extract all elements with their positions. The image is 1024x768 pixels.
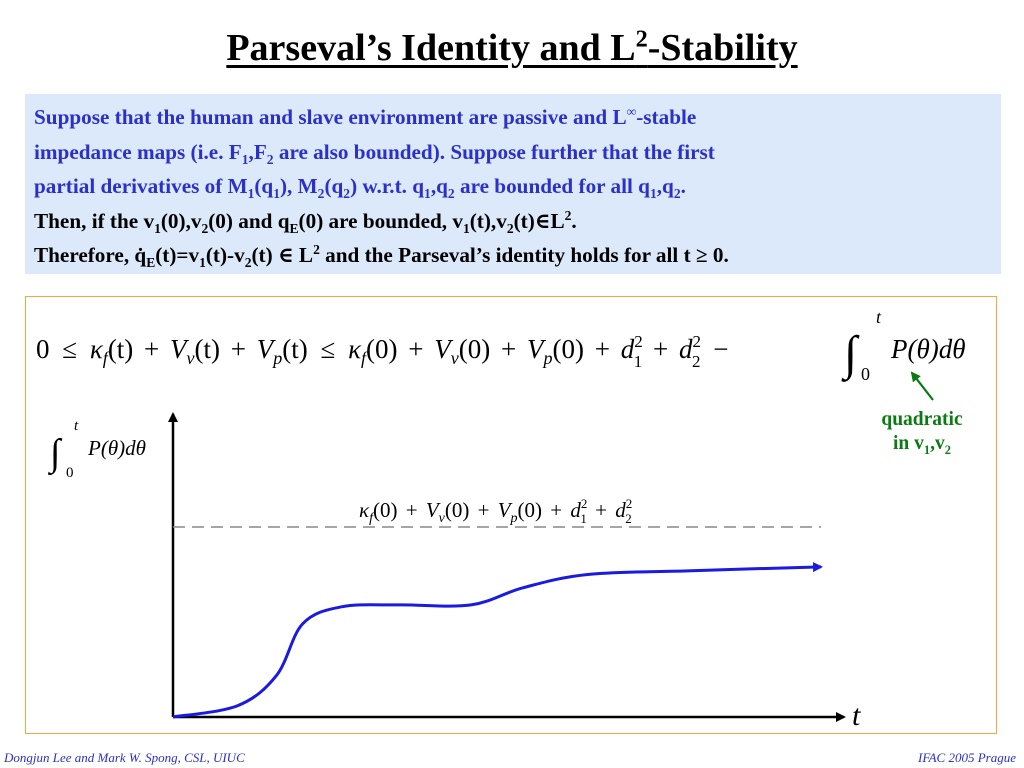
theorem-statement-box: Suppose that the human and slave environ… xyxy=(25,94,1001,274)
plot-area xyxy=(168,412,846,722)
annotation-line1: quadratic xyxy=(881,409,963,430)
title-superscript: 2 xyxy=(635,25,648,53)
yaxis-integrand: P(θ)dθ xyxy=(87,436,146,460)
statement-line-4: Then, if the v1(0),v2(0) and qE(0) are b… xyxy=(34,207,577,236)
bound-label: κf(0) + Vv(0) + Vp(0) + d2 1 + d2 2 xyxy=(359,496,632,528)
statement-line-5: Therefore, q̇E(t)=v1(t)-v2(t) ∈ L2 and t… xyxy=(34,241,729,271)
figure-box: 0 ≤ κf(t) + Vv(t) + Vp(t) ≤ κf(0) + Vv(0… xyxy=(25,296,997,734)
yaxis-integral-sign: ∫ xyxy=(48,432,63,476)
yaxis-lower-limit: 0 xyxy=(66,465,74,481)
annotation-arrow xyxy=(910,371,934,401)
inequality-integral-sign: ∫ xyxy=(841,327,860,382)
figure-svg: 0 ≤ κf(t) + Vv(t) + Vp(t) ≤ κf(0) + Vv(0… xyxy=(36,307,966,732)
xaxis-label: t xyxy=(852,699,861,732)
statement-line-1: Suppose that the human and slave environ… xyxy=(34,103,697,129)
inequality-lower-limit: 0 xyxy=(861,364,870,384)
yaxis-upper-limit: t xyxy=(74,418,79,434)
inequality: 0 ≤ κf(t) + Vv(t) + Vp(t) ≤ κf(0) + Vv(0… xyxy=(36,332,728,373)
annotation-line2: in v1,v2 xyxy=(893,433,951,457)
footer-authors: Dongjun Lee and Mark W. Spong, CSL, UIUC xyxy=(4,750,245,765)
statement-line-2: impedance maps (i.e. F1,F2 are also boun… xyxy=(34,139,715,167)
footer-venue: IFAC 2005 Prague xyxy=(918,750,1016,765)
inequality-upper-limit: t xyxy=(876,307,882,327)
title-tail: -Stability xyxy=(647,27,798,69)
statement-line-3: partial derivatives of M1(q1), M2(q2) w.… xyxy=(34,174,686,202)
slide-title: Parseval’s Identity and L2-Stability xyxy=(0,26,1024,70)
inequality-integrand: P(θ)dθ xyxy=(890,334,966,364)
quadratic-annotation: quadratic in v1,v2 xyxy=(862,408,982,456)
title-main: Parseval’s Identity and L xyxy=(226,27,636,69)
integral-curve xyxy=(172,562,823,719)
